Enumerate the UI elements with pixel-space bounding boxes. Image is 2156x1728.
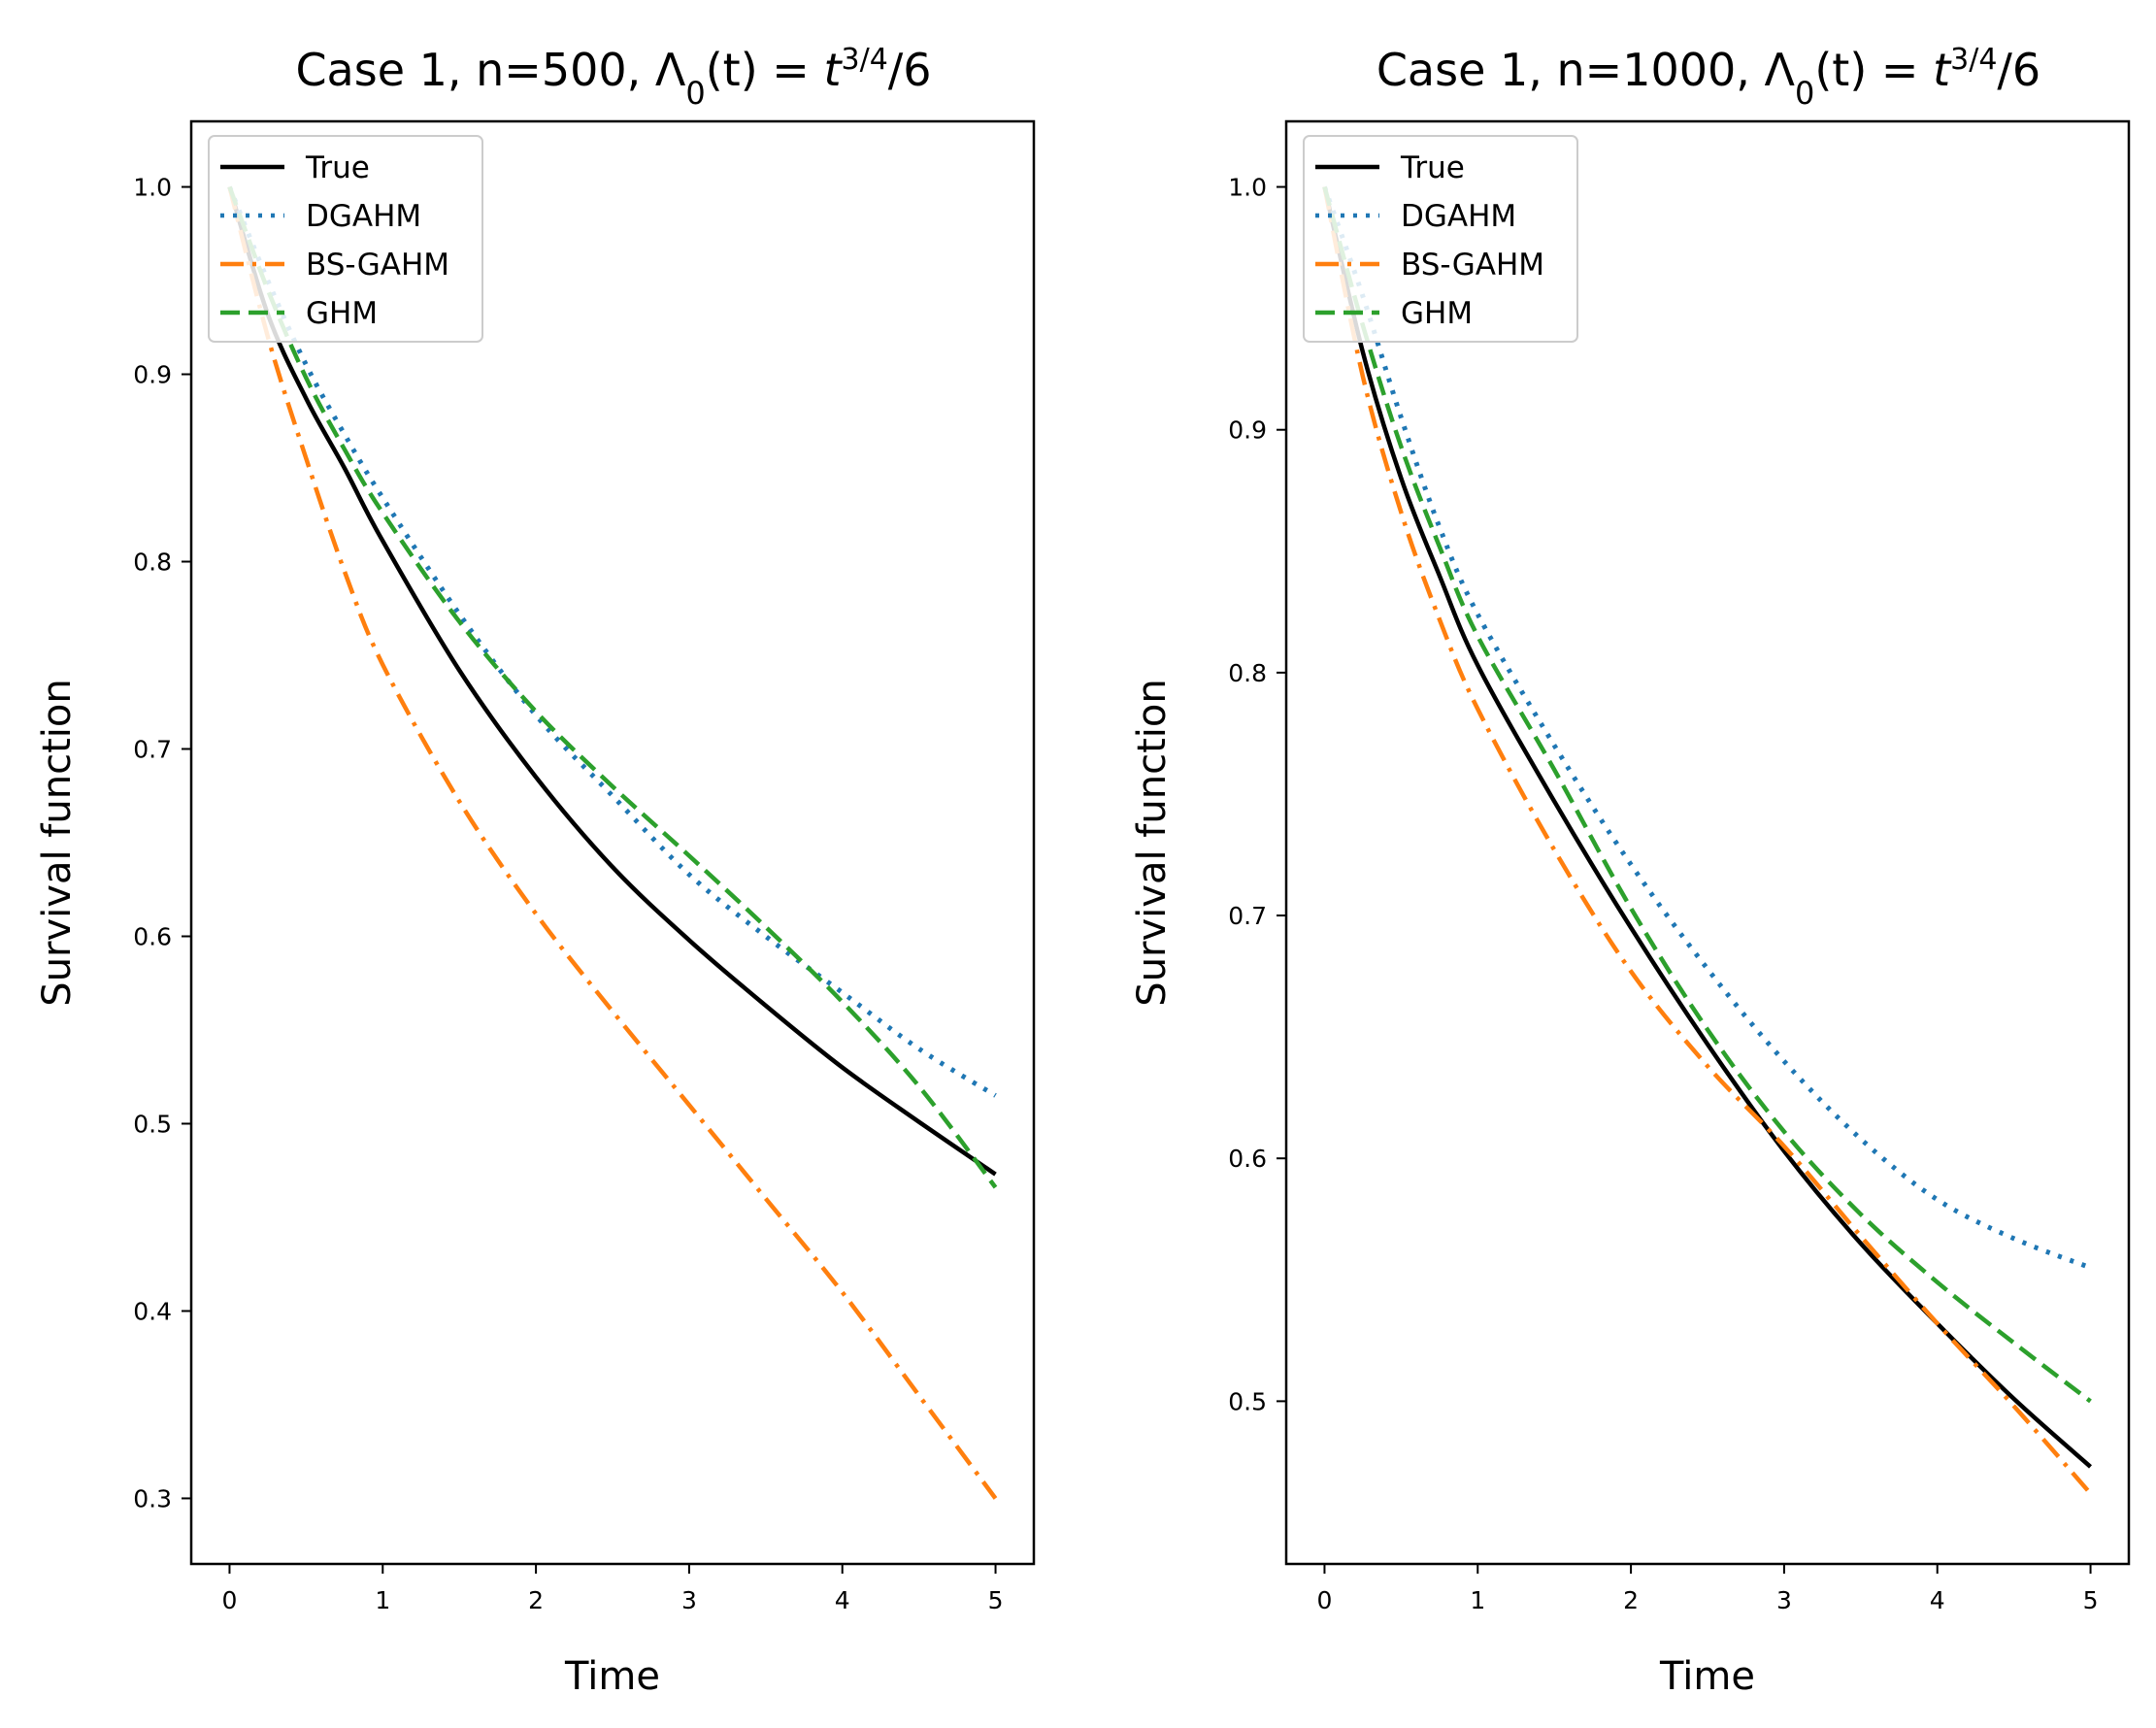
left-x-axis-label: Time [564,1654,660,1699]
right-x-axis-label: Time [1659,1654,1755,1699]
right-series-true-line [1322,185,2092,1469]
right-y-tick-label: 1.0 [1228,174,1267,202]
left-x-tick-label: 0 [222,1586,238,1614]
right-chart-title: Case 1, n=1000, Λ0(t) = t3/4/6 [1377,43,2040,113]
right-legend-label: DGAHM [1401,199,1516,234]
right-legend-label: BS-GAHM [1401,248,1544,282]
right-y-tick-label: 0.8 [1228,659,1267,687]
left-x-tick-label: 2 [528,1586,544,1614]
left-legend-label: DGAHM [306,199,421,234]
right-legend-box [1303,135,1578,343]
left-legend-label: GHM [306,296,378,331]
left-chart-panel: Case 1, n=500, Λ0(t) = t3/4/6 0 1 2 3 4 5 0.3 0… [35,43,1036,1699]
right-legend-label: True [1400,150,1465,185]
right-plot-frame [1284,119,2131,1566]
right-y-tick-label: 0.5 [1228,1387,1267,1415]
left-y-tick-label: 0.4 [133,1297,172,1325]
left-legend-label: True [305,150,370,185]
left-series-bs-gahm-line [227,185,998,1500]
left-y-tick-label: 0.5 [133,1110,172,1138]
left-series-true-line [227,185,997,1177]
left-y-tick-label: 0.9 [133,361,172,389]
right-series-bs-gahm-line [1322,186,2093,1495]
left-plot-frame [189,119,1036,1566]
right-x-tick-label: 2 [1623,1586,1639,1614]
left-x-tick-label: 4 [835,1586,850,1614]
left-legend-label: BS-GAHM [306,248,449,282]
right-y-tick-label: 0.9 [1228,416,1267,445]
right-y-tick-label: 0.7 [1228,902,1267,930]
right-x-tick-label: 4 [1930,1586,1945,1614]
left-x-tick-label: 1 [375,1586,390,1614]
right-x-tick-label: 1 [1470,1586,1485,1614]
left-x-tick-label: 3 [681,1586,697,1614]
right-legend-label: GHM [1401,296,1473,331]
left-y-tick-label: 0.6 [133,922,172,950]
left-y-axis-label: Survival function [35,679,80,1006]
left-y-tick-label: 0.3 [133,1484,172,1512]
left-y-tick-label: 1.0 [133,174,172,202]
right-y-tick-label: 0.6 [1228,1145,1267,1173]
left-x-tick-label: 5 [988,1586,1004,1614]
left-series-ghm-line [227,185,998,1189]
right-series-ghm-line [1322,185,2092,1404]
right-y-axis-label: Survival function [1130,679,1175,1006]
right-x-tick-label: 0 [1317,1586,1333,1614]
left-y-tick-label: 0.8 [133,548,172,577]
left-y-tick-label: 0.7 [133,736,172,764]
right-series-dgahm-line [1322,185,2092,1271]
right-chart-panel: Case 1, n=1000, Λ0(t) = t3/4/6 0 1 2 3 4 5 0.5… [1130,43,2131,1699]
right-x-tick-label: 5 [2083,1586,2099,1614]
left-chart-title: Case 1, n=500, Λ0(t) = t3/4/6 [295,43,931,113]
right-x-tick-label: 3 [1776,1586,1792,1614]
left-legend-box [208,135,483,343]
